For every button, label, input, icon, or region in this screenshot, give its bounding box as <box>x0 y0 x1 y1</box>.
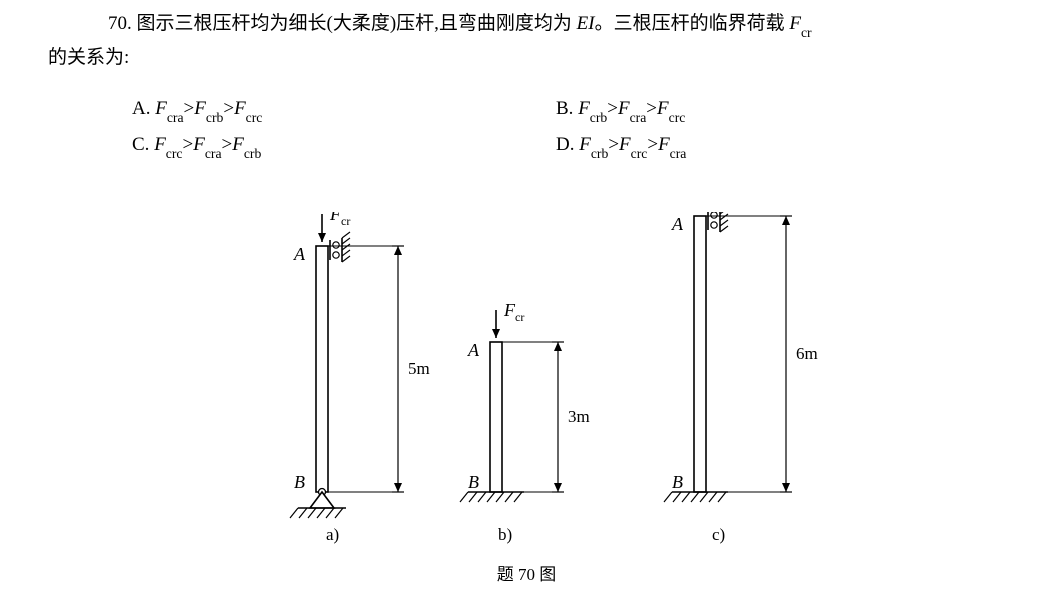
svg-text:cr: cr <box>515 310 524 324</box>
svg-text:A: A <box>467 340 480 360</box>
svg-text:a): a) <box>326 525 339 544</box>
question-line-1: 70. 图示三根压杆均为细长(大柔度)压杆,且弯曲刚度均为 EI。三根压杆的临界… <box>48 6 1029 43</box>
question-line-2: 的关系为: <box>48 40 1029 76</box>
option-d: D. Fcrb>Fcrc>Fcra <box>556 134 686 159</box>
svg-text:A: A <box>671 214 684 234</box>
diagram-area: FcrAB5mFcrAB3mFcrAB6ma)b)c) <box>0 212 1053 572</box>
figure-caption: 题 70 图 <box>0 560 1053 585</box>
svg-text:6m: 6m <box>796 344 818 363</box>
svg-text:b): b) <box>498 525 512 544</box>
svg-text:3m: 3m <box>568 407 590 426</box>
option-c: C. Fcrc>Fcra>Fcrb <box>132 134 261 159</box>
diagram-svg: FcrAB5mFcrAB3mFcrAB6ma)b)c) <box>0 212 1053 572</box>
question-number: 70. <box>108 13 132 34</box>
option-b: B. Fcrb>Fcra>Fcrc <box>556 98 685 123</box>
svg-text:5m: 5m <box>408 359 430 378</box>
svg-text:c): c) <box>712 525 725 544</box>
svg-text:B: B <box>672 472 683 492</box>
svg-text:cr: cr <box>341 214 350 228</box>
svg-text:B: B <box>468 472 479 492</box>
svg-text:A: A <box>293 244 306 264</box>
option-a: A. Fcra>Fcrb>Fcrc <box>132 98 262 123</box>
svg-text:B: B <box>294 472 305 492</box>
